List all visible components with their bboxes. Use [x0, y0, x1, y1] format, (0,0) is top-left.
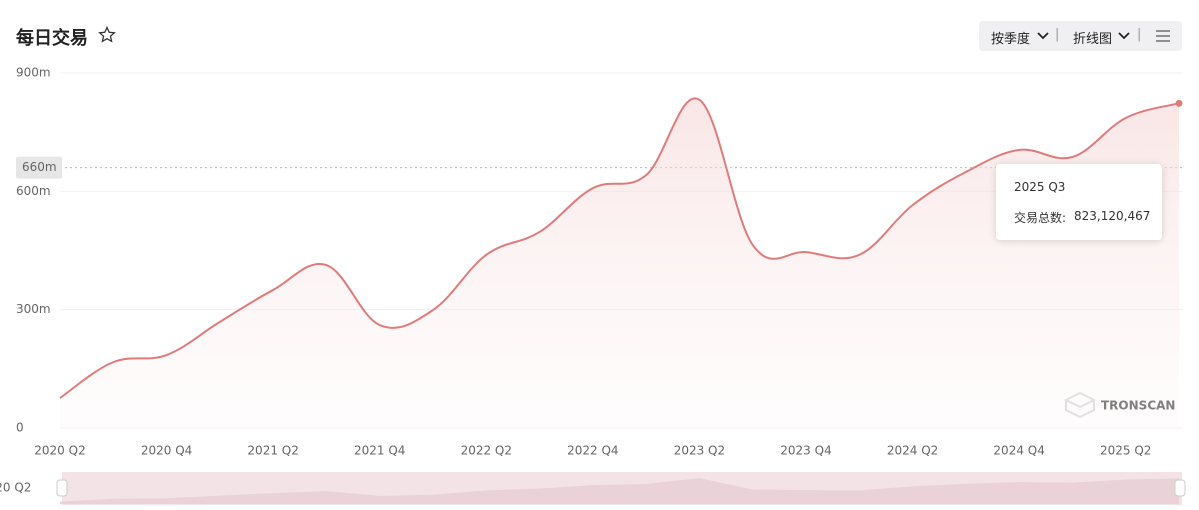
y-tick-label: 300m	[16, 302, 51, 316]
x-tick-label: 2024 Q4	[993, 444, 1044, 458]
line	[59, 97, 1180, 399]
page-title: 每日交易	[16, 28, 88, 49]
tooltip-title: 2025 Q3	[1014, 180, 1066, 194]
slider-label: 2020 Q2	[0, 481, 31, 495]
x-tick-label: 2025 Q2	[1100, 444, 1151, 458]
slider-handle[interactable]	[1174, 479, 1186, 497]
tooltip: 2025 Q3 交易总数: 823,120,467	[996, 164, 1162, 240]
x-tick-label: 2021 Q4	[354, 444, 405, 458]
y-tick-label: 0	[16, 421, 24, 435]
x-tick-label: 2023 Q2	[674, 444, 725, 458]
y-tick-label: 900m	[16, 66, 51, 80]
tooltip-label: 交易总数:	[1014, 211, 1067, 225]
tooltip-value: 823,120,467	[1074, 209, 1151, 223]
x-tick-label: 2020 Q2	[34, 444, 85, 458]
period-select[interactable]: 按季度	[991, 32, 1031, 47]
x-tick-label: 2023 Q4	[780, 444, 831, 458]
x-tick-label: 2020 Q4	[141, 444, 192, 458]
x-tick-label: 2022 Q2	[461, 444, 512, 458]
chevron	[1037, 32, 1049, 40]
x-tick-label: 2024 Q2	[887, 444, 938, 458]
type-select[interactable]: 折线图	[1073, 32, 1113, 47]
slider-handle[interactable]	[56, 479, 68, 497]
y-tick-label: 600m	[16, 184, 51, 198]
favorite-icon[interactable]	[98, 26, 116, 44]
x-tick-label: 2022 Q4	[567, 444, 618, 458]
crosshair-label: 660m	[22, 160, 57, 174]
hover-point	[1175, 99, 1183, 107]
controls: 按季度 | 折线图 |	[979, 21, 1182, 51]
crosshair-label-bg	[16, 156, 62, 179]
chevron	[1118, 32, 1130, 40]
x-tick-label: 2021 Q2	[247, 444, 298, 458]
area	[60, 98, 1179, 428]
menu-icon[interactable]	[1155, 29, 1171, 43]
slider-area	[60, 478, 1179, 504]
